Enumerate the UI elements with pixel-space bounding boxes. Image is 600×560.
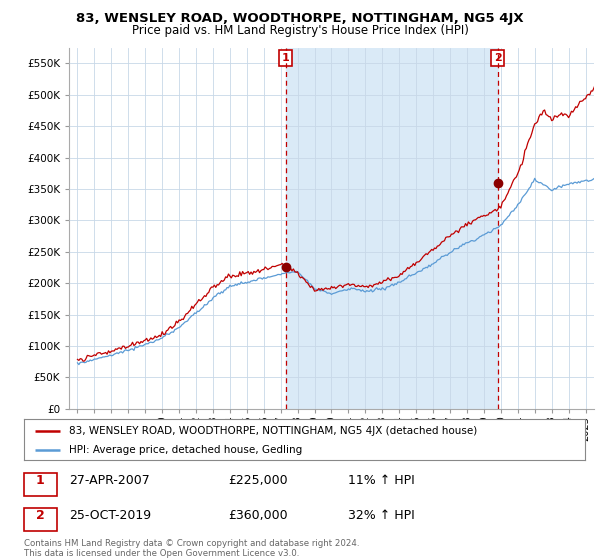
Text: 11% ↑ HPI: 11% ↑ HPI <box>348 474 415 487</box>
Text: 83, WENSLEY ROAD, WOODTHORPE, NOTTINGHAM, NG5 4JX: 83, WENSLEY ROAD, WOODTHORPE, NOTTINGHAM… <box>76 12 524 25</box>
Text: 1: 1 <box>36 474 44 487</box>
Text: 2: 2 <box>36 509 44 522</box>
Text: £360,000: £360,000 <box>228 509 287 522</box>
Text: 27-APR-2007: 27-APR-2007 <box>69 474 150 487</box>
Text: 25-OCT-2019: 25-OCT-2019 <box>69 509 151 522</box>
Text: 32% ↑ HPI: 32% ↑ HPI <box>348 509 415 522</box>
Text: 1: 1 <box>282 53 290 63</box>
Text: 2: 2 <box>494 53 502 63</box>
Bar <box>286 48 497 409</box>
Text: HPI: Average price, detached house, Gedling: HPI: Average price, detached house, Gedl… <box>69 445 302 455</box>
Text: Price paid vs. HM Land Registry's House Price Index (HPI): Price paid vs. HM Land Registry's House … <box>131 24 469 36</box>
Text: 83, WENSLEY ROAD, WOODTHORPE, NOTTINGHAM, NG5 4JX (detached house): 83, WENSLEY ROAD, WOODTHORPE, NOTTINGHAM… <box>69 426 477 436</box>
Text: Contains HM Land Registry data © Crown copyright and database right 2024.
This d: Contains HM Land Registry data © Crown c… <box>24 539 359 558</box>
Text: £225,000: £225,000 <box>228 474 287 487</box>
